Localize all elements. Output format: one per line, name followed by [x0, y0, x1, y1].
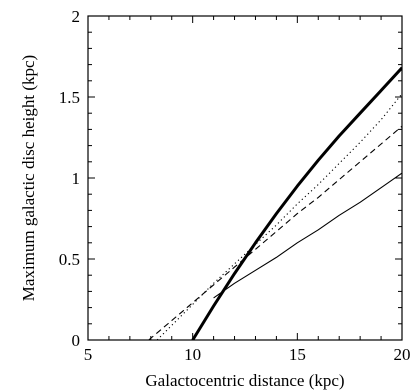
- y-tick-label: 0.5: [59, 250, 80, 269]
- y-tick-label: 0: [72, 331, 81, 350]
- ticks-layer: 5 10 15 20 0 0.5 1 1.5 2: [59, 7, 411, 364]
- series-line-dotted: [156, 93, 402, 340]
- y-tick-label: 2: [72, 7, 81, 26]
- x-tick-label: 20: [394, 345, 411, 364]
- x-tick-label: 10: [184, 345, 201, 364]
- series-line-solid-thin: [213, 172, 402, 299]
- y-tick-label: 1.5: [59, 88, 80, 107]
- plot-frame: [87, 15, 403, 341]
- y-tick-label: 1: [72, 169, 81, 188]
- series-line-dashed: [148, 125, 402, 340]
- x-tick-label: 5: [84, 345, 93, 364]
- series-line-solid-thick: [191, 66, 402, 340]
- x-tick-label: 15: [289, 345, 306, 364]
- y-axis-label: Maximum galactic disc height (kpc): [19, 55, 38, 301]
- series-layer: [148, 66, 402, 340]
- x-axis-label: Galactocentric distance (kpc): [145, 371, 344, 390]
